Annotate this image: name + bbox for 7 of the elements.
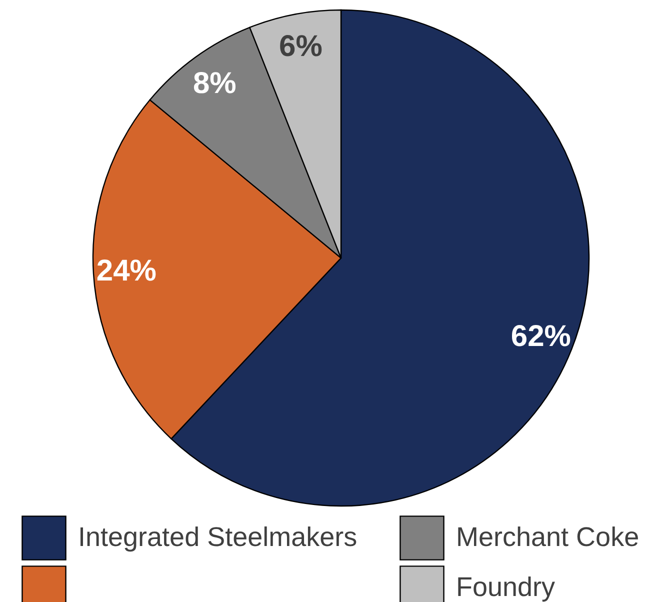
legend-label: Integrated Steelmakers	[78, 522, 358, 552]
data-label: 8%	[192, 67, 236, 100]
data-label: 6%	[279, 30, 322, 63]
data-label: 62%	[510, 320, 571, 354]
legend-label: Merchant Coke	[456, 522, 640, 552]
legend-label: Foundry	[456, 572, 556, 602]
data-label: 24%	[96, 254, 156, 288]
